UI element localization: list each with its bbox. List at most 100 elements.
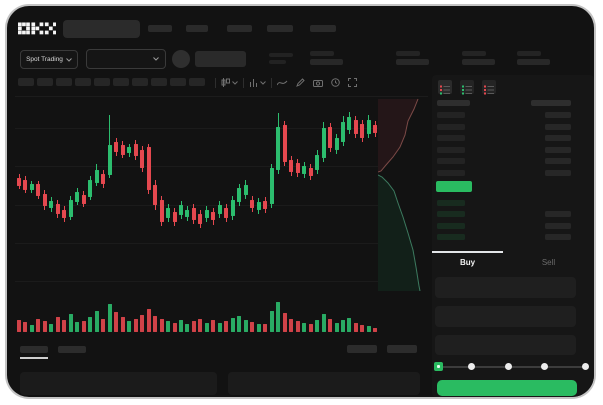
nav-item-skeleton[interactable] [148,25,172,32]
candle-body [36,184,41,196]
timeframe-button[interactable] [37,78,53,86]
line-tool-icon[interactable] [277,79,288,87]
bid-price-skeleton[interactable] [437,222,465,229]
orderbook-col-amount-skeleton [531,100,571,106]
slider-step-dot[interactable] [541,363,548,370]
tab-sell[interactable]: Sell [541,257,556,267]
indicator-icon[interactable] [249,78,266,87]
candle-body [88,180,93,197]
timeframe-button[interactable] [94,78,110,86]
ask-price-skeleton[interactable] [437,123,465,130]
candle-body [353,120,358,134]
amount-slider-handle[interactable] [434,362,443,371]
timeframe-button[interactable] [132,78,148,86]
candle-body [315,155,320,170]
orderbook-view-bids-icon[interactable] [460,80,474,95]
timeframe-button[interactable] [75,78,91,86]
buy-submit-button[interactable] [437,380,577,396]
tab-buy[interactable]: Buy [459,257,476,267]
amount-slider-track[interactable] [438,366,587,368]
last-price-badge[interactable] [436,181,472,192]
slider-step-dot[interactable] [468,363,475,370]
nav-item-skeleton[interactable] [310,25,336,32]
candle-body [269,168,274,204]
ask-price-skeleton[interactable] [437,170,465,176]
ask-amount-skeleton [545,135,571,142]
candle-body [179,205,183,215]
timeframe-button[interactable] [189,78,205,86]
bid-price-skeleton[interactable] [437,234,465,241]
candle-body [17,178,21,186]
ask-amount-skeleton [545,170,571,176]
volume-bar [366,326,371,332]
volume-bar [295,321,300,332]
bid-price-skeleton[interactable] [437,211,465,218]
candle-body [146,147,151,190]
volume-bar [127,321,132,332]
volume-bar [308,324,313,332]
history-icon[interactable] [331,78,340,87]
volume-bar [204,323,209,332]
nav-item-skeleton[interactable] [227,25,252,32]
timeframe-button[interactable] [18,78,34,86]
ask-price-skeleton[interactable] [437,146,465,153]
timeframe-button[interactable] [151,78,167,86]
volume-bar [153,316,158,332]
camera-icon[interactable] [313,79,323,87]
price-label-skeleton [269,53,293,57]
pair-selector-dropdown[interactable] [86,49,166,69]
search-input[interactable] [63,20,140,38]
candle-body [166,208,171,218]
bottom-action-1[interactable] [347,345,377,353]
volume-bar [302,323,307,332]
volume-bar [179,320,183,332]
ask-price-skeleton[interactable] [437,112,465,118]
volume-bar [185,324,190,332]
bid-price-skeleton[interactable] [437,200,465,206]
volume-bar [250,322,255,332]
candlestick-chart[interactable] [15,100,378,295]
amount-input[interactable] [435,306,576,327]
chevron-down-icon [260,80,266,85]
total-input[interactable] [435,335,576,355]
timeframe-toolbar [18,78,205,86]
depth-ask-area [378,99,418,172]
volume-bar [62,320,67,332]
orderbook-view-combined-icon[interactable] [438,80,452,95]
ask-price-skeleton[interactable] [437,158,465,165]
stat-value-skeleton [517,59,550,65]
gridline [15,205,378,206]
bottom-action-2[interactable] [387,345,417,353]
bottom-tab-1[interactable] [20,346,48,353]
timeframe-button[interactable] [170,78,186,86]
draw-tool-icon[interactable] [296,78,305,87]
volume-bar [315,320,320,332]
timeframe-button[interactable] [113,78,129,86]
candle-body [75,192,80,202]
nav-item-skeleton[interactable] [186,25,208,32]
candle-body [256,202,261,210]
depth-ask-line [378,98,419,173]
slider-step-dot[interactable] [582,363,589,370]
bottom-panel-left [20,372,217,395]
volume-bar [328,319,333,332]
okx-logo-icon [18,22,56,35]
timeframe-button[interactable] [56,78,72,86]
slider-step-dot[interactable] [505,363,512,370]
bottom-panel-right [228,372,420,395]
bottom-tab-2[interactable] [58,346,86,353]
candle-body [101,174,106,184]
fullscreen-icon[interactable] [348,78,357,87]
market-type-dropdown[interactable]: Spot Trading [20,50,78,69]
candle-style-icon[interactable] [221,78,238,87]
candle-body [172,212,177,222]
nav-item-skeleton[interactable] [267,25,293,32]
candle-body [49,201,54,208]
chevron-down-icon [153,57,159,61]
candle-body [302,166,307,174]
stat-label-skeleton [462,51,486,56]
price-input[interactable] [435,277,576,298]
volume-bar [172,323,177,332]
orderbook-view-asks-icon[interactable] [482,80,496,95]
ask-price-skeleton[interactable] [437,135,465,142]
